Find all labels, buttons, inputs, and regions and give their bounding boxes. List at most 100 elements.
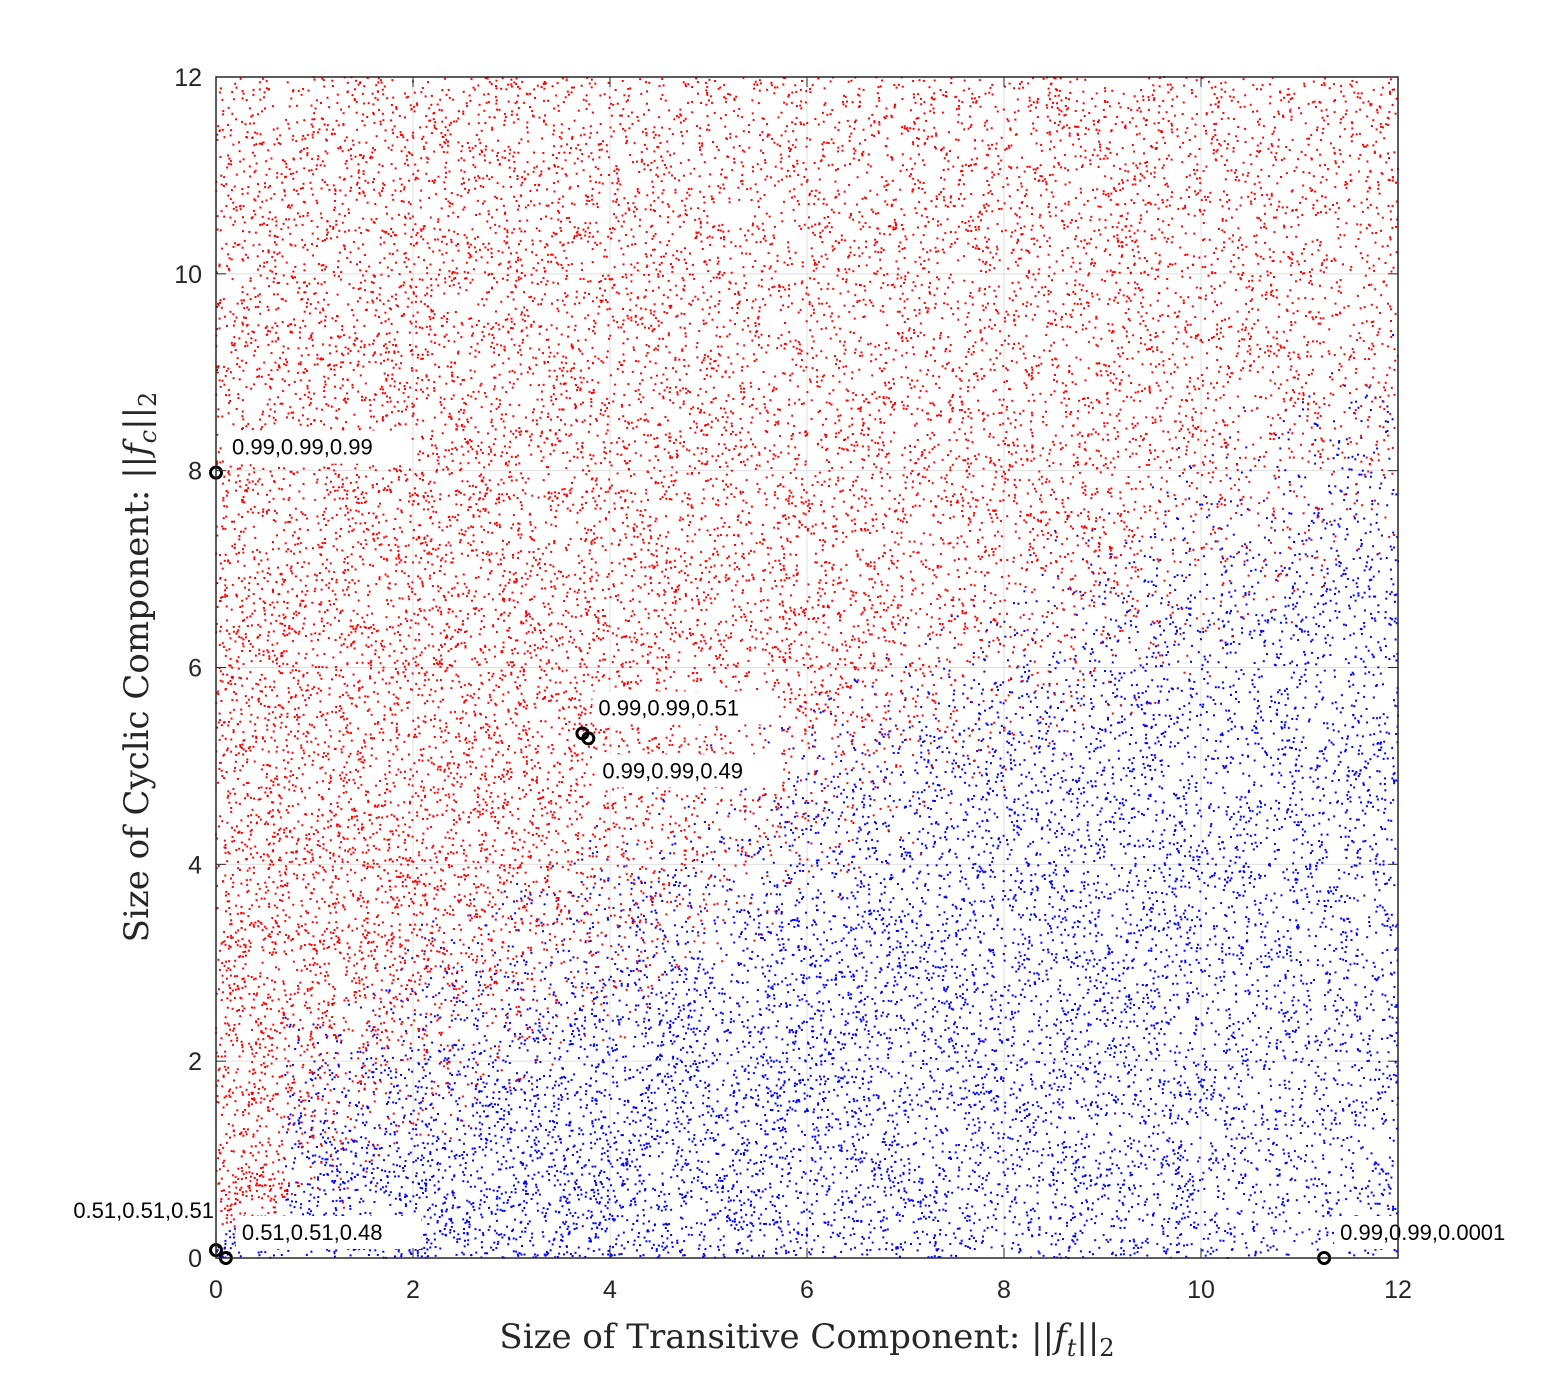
scatter-point (1243, 673, 1245, 675)
scatter-point (1300, 621, 1302, 623)
scatter-point (1253, 725, 1255, 727)
scatter-point (1379, 1203, 1381, 1205)
scatter-point (1320, 926, 1322, 928)
scatter-point (1256, 1168, 1258, 1170)
scatter-point (1382, 1073, 1384, 1075)
scatter-point (1314, 1093, 1316, 1095)
scatter-point (824, 986, 826, 988)
scatter-point (987, 1227, 989, 1229)
scatter-point (1292, 872, 1294, 874)
scatter-point (786, 1058, 788, 1060)
scatter-point (1014, 811, 1016, 813)
scatter-point (1283, 420, 1285, 422)
scatter-point (974, 836, 976, 838)
scatter-point (1114, 738, 1116, 740)
scatter-point (1002, 681, 1004, 683)
scatter-point (1097, 882, 1099, 884)
scatter-point (1075, 780, 1077, 782)
scatter-point (853, 928, 855, 930)
scatter-point (1251, 637, 1253, 639)
scatter-point (871, 962, 873, 964)
scatter-point (1230, 556, 1232, 558)
scatter-point (938, 660, 940, 662)
scatter-point (799, 1160, 801, 1162)
scatter-point (622, 1016, 624, 1018)
scatter-point (425, 1185, 427, 1187)
scatter-point (1374, 899, 1376, 901)
scatter-point (722, 988, 724, 990)
scatter-point (579, 1156, 581, 1158)
scatter-point (650, 1207, 652, 1209)
scatter-point (932, 1181, 934, 1183)
scatter-point (1262, 630, 1264, 632)
scatter-point (1391, 493, 1393, 495)
scatter-point (1252, 810, 1254, 812)
scatter-point (1026, 1108, 1028, 1110)
scatter-point (1021, 783, 1023, 785)
scatter-point (999, 1004, 1001, 1006)
scatter-point (408, 1153, 410, 1155)
scatter-point (1137, 1247, 1139, 1249)
scatter-point (1280, 774, 1282, 776)
scatter-point (1292, 984, 1294, 986)
scatter-point (1355, 877, 1357, 879)
scatter-point (1326, 1030, 1328, 1032)
scatter-point (1203, 1172, 1205, 1174)
scatter-point (1133, 777, 1135, 779)
scatter-point (468, 947, 470, 949)
scatter-point (763, 1053, 765, 1055)
scatter-point (1379, 1069, 1381, 1071)
scatter-point (534, 1150, 536, 1152)
scatter-point (1082, 673, 1084, 675)
scatter-point (485, 1142, 487, 1144)
scatter-point (538, 1110, 540, 1112)
scatter-point (1095, 780, 1097, 782)
scatter-point (1269, 1079, 1271, 1081)
scatter-point (1041, 1029, 1043, 1031)
scatter-point (355, 1119, 357, 1121)
scatter-point (1226, 1128, 1228, 1130)
scatter-point (1102, 844, 1104, 846)
scatter-point (856, 1100, 858, 1102)
scatter-point (1137, 631, 1139, 633)
scatter-point (553, 1121, 555, 1123)
scatter-point (1061, 777, 1063, 779)
scatter-point (484, 1155, 486, 1157)
scatter-point (1098, 555, 1100, 557)
scatter-point (1109, 1044, 1111, 1046)
scatter-point (574, 1094, 576, 1096)
scatter-point (674, 1165, 676, 1167)
scatter-point (1213, 810, 1215, 812)
scatter-point (1117, 997, 1119, 999)
scatter-point (881, 1015, 883, 1017)
scatter-point (1370, 472, 1372, 474)
scatter-point (1372, 1109, 1374, 1111)
scatter-point (556, 1114, 558, 1116)
scatter-point (581, 986, 583, 988)
scatter-point (1261, 1241, 1263, 1243)
scatter-point (681, 1101, 683, 1103)
scatter-point (618, 1253, 620, 1255)
scatter-point (781, 1118, 783, 1120)
scatter-point (1211, 1219, 1213, 1221)
scatter-point (1276, 1168, 1278, 1170)
scatter-point (1071, 861, 1073, 863)
scatter-point (1223, 976, 1225, 978)
scatter-point (1291, 1124, 1293, 1126)
scatter-point (764, 1130, 766, 1132)
scatter-point (1198, 910, 1200, 912)
scatter-point (463, 1125, 465, 1127)
scatter-point (766, 1060, 768, 1062)
scatter-point (1091, 530, 1093, 532)
scatter-point (817, 832, 819, 834)
scatter-point (1366, 561, 1368, 563)
scatter-point (630, 970, 632, 972)
scatter-point (1291, 718, 1293, 720)
scatter-point (992, 966, 994, 968)
scatter-point (1029, 971, 1031, 973)
scatter-point (612, 1246, 614, 1248)
scatter-point (763, 1038, 765, 1040)
scatter-point (1394, 705, 1396, 707)
scatter-point (1247, 755, 1249, 757)
scatter-point (408, 1069, 410, 1071)
